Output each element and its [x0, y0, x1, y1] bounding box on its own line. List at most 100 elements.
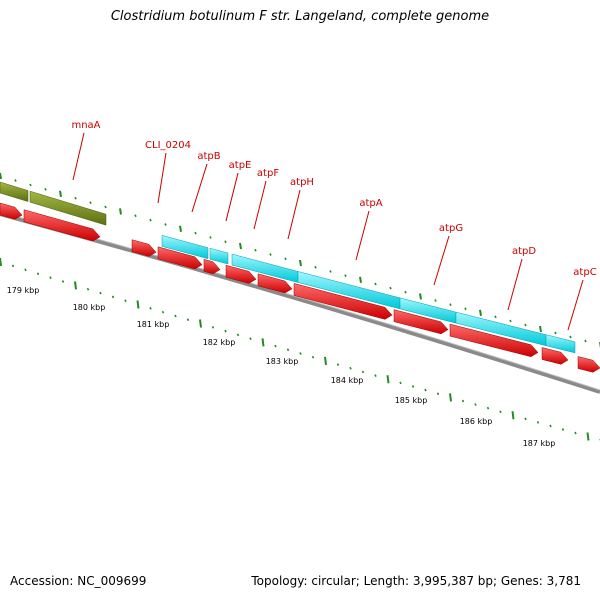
gene-label-atpB: atpB [197, 151, 220, 162]
cds-arrow [293, 283, 393, 320]
scale-tick [224, 329, 227, 333]
outer-tick [374, 282, 377, 286]
scale-label: 182 kbp [203, 338, 236, 347]
gene-leader-line [567, 279, 584, 331]
scale-label: 183 kbp [266, 357, 299, 366]
outer-tick [299, 259, 302, 267]
scale-tick [511, 411, 515, 420]
genome-summary: Topology: circular; Length: 3,995,387 bp… [251, 574, 581, 588]
gene-label-atpF: atpF [257, 168, 279, 179]
outer-tick [539, 325, 542, 333]
gene-label-atpD: atpD [512, 246, 536, 257]
gene-label-atpG: atpG [439, 223, 463, 234]
scale-label: 185 kbp [395, 396, 428, 405]
gene-leader-line [253, 180, 267, 230]
scale-tick [574, 431, 577, 435]
outer-tick [74, 196, 77, 200]
outer-tick [224, 240, 227, 244]
outer-tick [89, 201, 92, 204]
scale-tick [111, 295, 115, 299]
scale-tick [499, 410, 502, 414]
gene-leader-line [191, 163, 208, 213]
scale-tick [286, 348, 290, 352]
scale-tick [324, 356, 327, 366]
outer-tick [509, 319, 512, 323]
scale-tick [249, 337, 252, 340]
cds-arrow [0, 202, 23, 220]
outer-tick [419, 293, 422, 300]
cds-arrow [225, 264, 257, 284]
scale-label: 181 kbp [137, 320, 170, 329]
scale-tick [11, 264, 15, 268]
cds-arrow [541, 347, 569, 365]
scale-tick [386, 375, 390, 384]
gene-leader-line [355, 210, 370, 261]
cyan-feature [209, 247, 229, 265]
gene-leader-line [72, 132, 85, 181]
scale-tick [0, 257, 2, 267]
outer-tick [179, 225, 182, 232]
scale-tick [449, 393, 452, 402]
gene-leader-line [433, 235, 450, 286]
outer-tick [269, 253, 272, 256]
scale-tick [424, 388, 427, 392]
outer-tick [164, 223, 167, 226]
scale-tick [336, 363, 340, 366]
scale-tick [149, 307, 152, 310]
outer-tick [494, 315, 497, 319]
outer-tick [239, 242, 242, 250]
cyan-feature [545, 334, 576, 354]
outer-tick [329, 270, 332, 273]
scale-tick-ring [0, 257, 600, 441]
cds-arrow [23, 209, 101, 242]
scale-tick [274, 344, 277, 348]
gene-label-atpA: atpA [359, 198, 382, 209]
outer-tick [314, 265, 317, 269]
cds-arrow [203, 258, 221, 275]
cds-track [0, 202, 600, 373]
scale-label: 180 kbp [73, 303, 106, 312]
outer-tick [434, 299, 437, 302]
outer-tick [404, 290, 407, 294]
scale-label: 184 kbp [331, 376, 364, 385]
scale-tick [561, 428, 565, 431]
outer-tick [389, 286, 392, 290]
gene-label-CLI_0204: CLI_0204 [145, 140, 191, 151]
cds-arrow [131, 239, 157, 257]
scale-tick [361, 370, 365, 374]
outer-tick [149, 218, 152, 222]
scale-tick [211, 325, 215, 329]
scale-tick [199, 319, 202, 328]
scale-tick [161, 310, 165, 314]
olive-feature-track [0, 181, 107, 226]
scale-tick [49, 276, 52, 279]
scale-labels: 179 kbp 180 kbp 181 kbp 182 kbp 183 kbp 184 k… [7, 286, 556, 448]
gene-leader-line [225, 172, 239, 222]
scale-tick [586, 432, 590, 441]
scale-tick [74, 281, 77, 290]
scale-tick [536, 421, 540, 424]
outer-tick [134, 214, 137, 218]
outer-tick [119, 208, 122, 215]
outer-tick [584, 339, 587, 343]
scale-tick [486, 406, 490, 410]
cds-arrow [449, 323, 539, 358]
cyan-feature [161, 235, 209, 260]
outer-tick [254, 248, 257, 252]
gene-leader-line [157, 152, 167, 204]
scale-tick [524, 417, 527, 421]
outer-tick [194, 231, 197, 235]
scale-tick [399, 381, 402, 385]
scale-tick [86, 287, 90, 291]
outer-tick [284, 257, 287, 261]
outer-tick [344, 274, 347, 277]
olive-feature [29, 190, 107, 226]
outer-tick-ring [0, 172, 600, 349]
scale-tick [136, 300, 140, 309]
gene-labels: mnaA CLI_0204 atpB atpE atpF atpH atpA atpG atpD… [71, 120, 597, 331]
cds-arrow [257, 273, 293, 294]
gene-label-atpE: atpE [229, 160, 252, 171]
outer-tick [569, 335, 572, 339]
outer-tick [479, 309, 482, 316]
